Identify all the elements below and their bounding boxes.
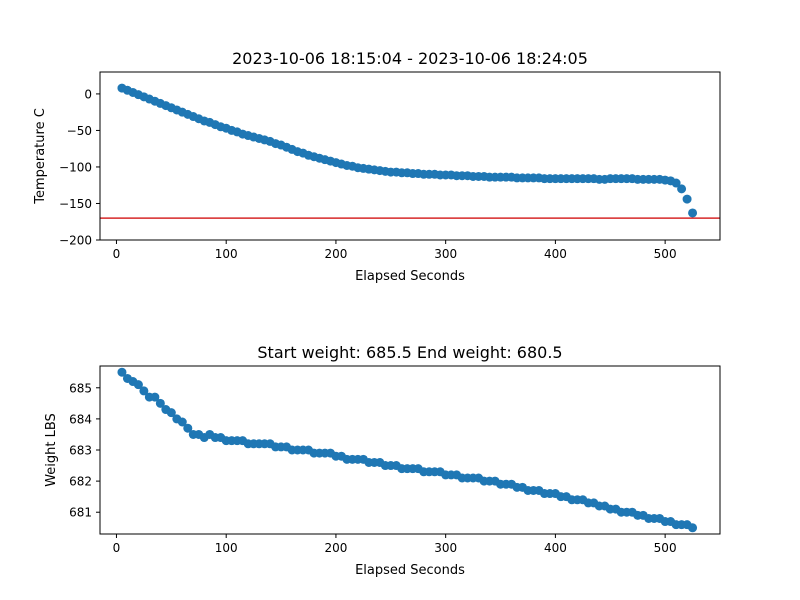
temperature-x-tick-label: 300 bbox=[434, 247, 457, 261]
temperature-chart-frame bbox=[99, 71, 721, 241]
weight-data-point bbox=[117, 367, 127, 377]
temperature-data-point bbox=[671, 178, 681, 188]
temperature-y-axis-label: Temperature C bbox=[33, 108, 48, 205]
temperature-y-tick-label: −50 bbox=[67, 124, 92, 138]
weight-x-tick-label: 0 bbox=[113, 541, 121, 555]
weight-x-tick-label: 300 bbox=[434, 541, 457, 555]
weight-y-tick-label: 682 bbox=[69, 475, 92, 489]
temperature-chart-points bbox=[117, 83, 698, 218]
temperature-x-axis-label: Elapsed Seconds bbox=[355, 269, 465, 284]
weight-chart-points bbox=[117, 367, 698, 533]
weight-data-point bbox=[155, 398, 165, 408]
weight-x-tick-label: 200 bbox=[324, 541, 347, 555]
temperature-x-tick-label: 500 bbox=[654, 247, 677, 261]
weight-data-point bbox=[177, 417, 187, 427]
weight-x-tick-label: 500 bbox=[654, 541, 677, 555]
weight-x-ticks: 0 100 200 300 400 500 bbox=[113, 534, 677, 555]
weight-y-tick-label: 683 bbox=[69, 444, 92, 458]
temperature-y-tick-label: −200 bbox=[59, 234, 92, 248]
weight-y-tick-label: 685 bbox=[69, 381, 92, 395]
temperature-chart: 2023-10-06 18:15:04 - 2023-10-06 18:24:0… bbox=[33, 49, 721, 284]
weight-data-point bbox=[688, 523, 698, 533]
temperature-x-tick-label: 100 bbox=[215, 247, 238, 261]
temperature-data-point bbox=[677, 184, 687, 194]
temperature-x-tick-label: 400 bbox=[544, 247, 567, 261]
temperature-data-point bbox=[682, 194, 692, 204]
weight-y-tick-label: 681 bbox=[69, 506, 92, 520]
weight-x-tick-label: 400 bbox=[544, 541, 567, 555]
temperature-y-tick-label: 0 bbox=[84, 87, 92, 101]
weight-chart-frame bbox=[99, 365, 721, 535]
temperature-x-ticks: 0 100 200 300 400 500 bbox=[113, 240, 677, 261]
weight-x-tick-label: 100 bbox=[215, 541, 238, 555]
weight-data-point bbox=[183, 423, 193, 433]
temperature-y-tick-label: −150 bbox=[59, 197, 92, 211]
temperature-x-tick-label: 0 bbox=[113, 247, 121, 261]
weight-y-axis-label: Weight LBS bbox=[44, 413, 59, 487]
weight-y-tick-label: 684 bbox=[69, 412, 92, 426]
temperature-y-ticks: −200 −150 −100 −50 0 bbox=[59, 87, 100, 248]
weight-y-ticks: 681 682 683 684 685 bbox=[69, 381, 100, 520]
temperature-chart-title: 2023-10-06 18:15:04 - 2023-10-06 18:24:0… bbox=[232, 49, 588, 68]
temperature-x-tick-label: 200 bbox=[324, 247, 347, 261]
weight-data-point bbox=[139, 386, 149, 396]
weight-data-point bbox=[150, 392, 160, 402]
weight-data-point bbox=[133, 380, 143, 390]
temperature-y-tick-label: −100 bbox=[59, 160, 92, 174]
weight-chart: Start weight: 685.5 End weight: 680.5 0 1… bbox=[44, 343, 721, 578]
temperature-data-point bbox=[688, 208, 698, 218]
weight-data-point bbox=[166, 408, 176, 418]
weight-chart-title: Start weight: 685.5 End weight: 680.5 bbox=[257, 343, 562, 362]
weight-x-axis-label: Elapsed Seconds bbox=[355, 563, 465, 578]
